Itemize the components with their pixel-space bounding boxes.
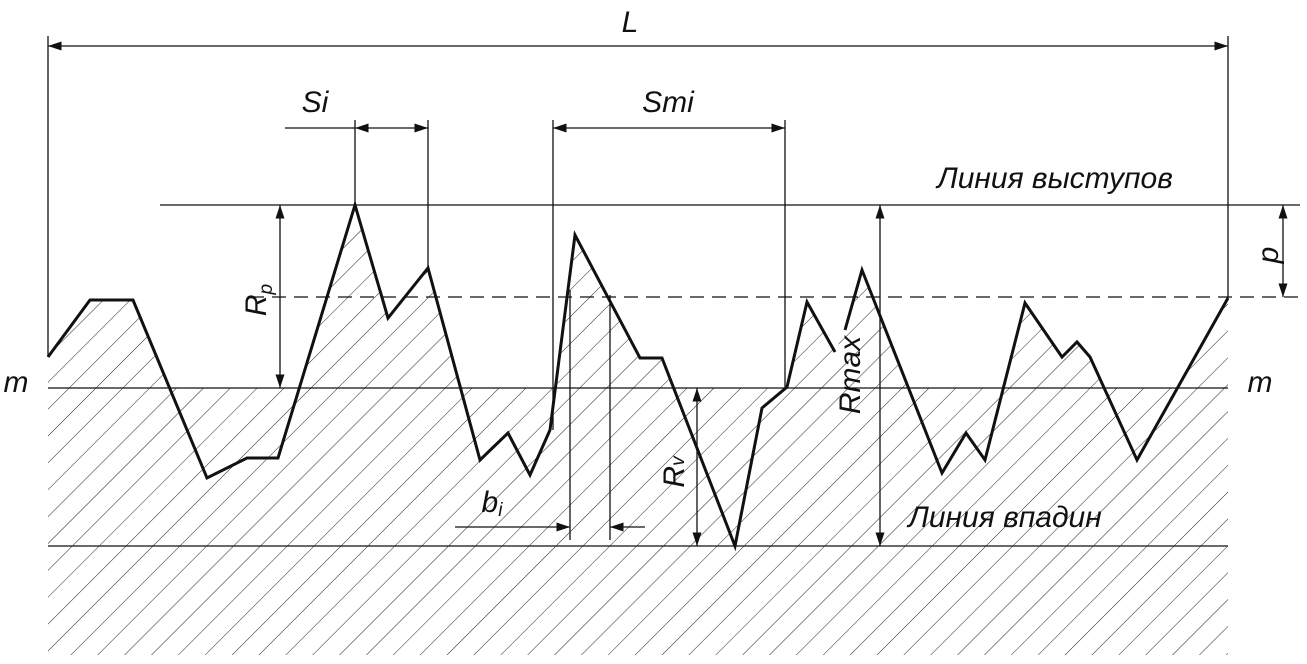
hatching	[48, 205, 1228, 655]
rp-sub: p	[256, 284, 277, 296]
reference-lines	[48, 204, 1300, 547]
rv-sub: v	[668, 455, 689, 466]
profile	[46, 199, 1230, 552]
peak-line-label: Линия выступов	[935, 162, 1173, 195]
rp-label: Rp	[240, 284, 277, 316]
p-label: p	[1252, 247, 1285, 265]
rmax-label: Rmax	[834, 335, 867, 414]
bi-sub: i	[498, 500, 503, 521]
mean-line-label: m	[4, 366, 29, 399]
mean-line-label: m	[1248, 366, 1273, 399]
rp-base: R	[240, 294, 273, 316]
mean-step-label: Smi	[642, 86, 695, 119]
length-label: L	[622, 6, 639, 39]
step-label: Si	[302, 86, 330, 119]
rv-base: R	[658, 466, 691, 488]
dimensions	[47, 36, 1288, 546]
rv-label: Rv	[658, 455, 691, 488]
bi-base: b	[482, 486, 499, 519]
labels: L Si Smi Линия выступов Линия впадин m m…	[4, 6, 1286, 534]
bi-label: bi	[482, 486, 504, 521]
valley-line-label: Линия впадин	[906, 501, 1101, 534]
